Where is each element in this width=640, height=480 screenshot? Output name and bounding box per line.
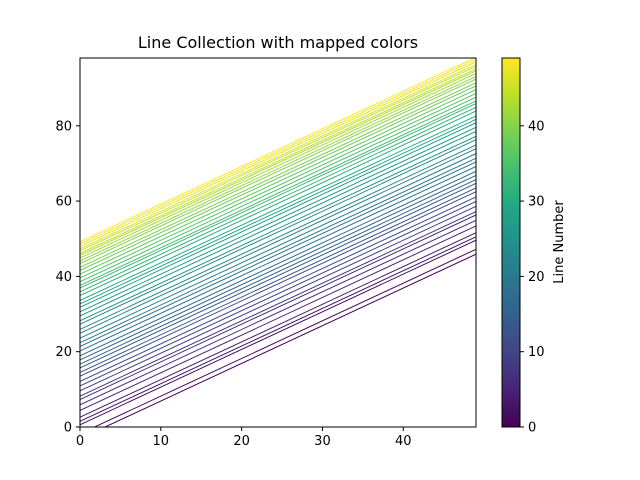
series-line-24 [80,139,476,325]
series-line-6 [80,219,476,406]
series-line-30 [80,115,476,301]
series-line-35 [80,96,476,283]
series-line-10 [80,201,476,387]
series-line-37 [80,89,476,275]
colorbar-tick-label: 10 [528,345,545,360]
series-line-23 [80,144,476,330]
colorbar-tick-label: 0 [528,421,536,436]
line-collection [80,58,476,427]
series-line-12 [80,191,476,377]
series-line-11 [80,196,476,382]
series-line-15 [80,179,476,365]
series-line-38 [80,85,476,271]
series-line-16 [80,175,476,361]
series-line-0 [103,253,476,427]
series-line-39 [80,82,476,268]
y-tick-label: 80 [55,119,72,134]
series-line-29 [80,118,476,305]
series-line-18 [80,165,476,352]
colorbar-axis: 0 10 20 30 40 [520,119,545,436]
plot-frame [79,57,477,428]
y-tick-label: 60 [55,195,72,210]
series-line-4 [80,232,476,418]
series-line-27 [80,126,476,313]
series-line-28 [80,122,476,308]
colorbar-tick-label: 30 [528,195,545,210]
series-line-2 [80,239,476,426]
x-tick-label: 40 [395,434,412,449]
series-line-46 [80,63,476,250]
series-line-33 [80,103,476,289]
series-line-20 [80,157,476,344]
x-axis: 0 10 20 30 40 [76,427,412,449]
series-line-1 [93,248,476,427]
series-line-21 [80,153,476,339]
series-line-22 [80,148,476,334]
x-tick-label: 20 [233,434,250,449]
series-line-36 [80,92,476,279]
series-line-9 [80,205,476,392]
series-line-31 [80,110,476,297]
series-line-42 [80,72,476,259]
series-line-13 [80,187,476,373]
y-axis: 0 20 40 60 80 [55,119,80,436]
series-line-34 [80,100,476,286]
series-line-32 [80,106,476,293]
series-line-25 [80,135,476,322]
x-tick-label: 30 [314,434,331,449]
series-line-44 [80,68,476,254]
series-line-5 [80,225,476,411]
series-line-47 [80,61,476,247]
series-line-43 [80,70,476,256]
y-tick-label: 40 [55,270,72,285]
colorbar-tick-label: 40 [528,119,545,134]
x-tick-label: 0 [76,434,84,449]
series-line-45 [80,65,476,252]
series-line-14 [80,182,476,369]
colorbar [501,57,521,428]
x-tick-label: 10 [153,434,170,449]
series-line-48 [80,59,476,245]
colorbar-label: Line Number [552,200,567,284]
series-line-17 [80,170,476,357]
series-line-26 [80,130,476,317]
series-line-49 [80,58,476,243]
series-line-8 [80,211,476,397]
colorbar-tick-label: 20 [528,270,545,285]
y-tick-label: 20 [55,345,72,360]
y-tick-label: 0 [64,421,72,436]
series-line-19 [80,161,476,347]
series-line-7 [80,214,476,400]
chart-title: Line Collection with mapped colors [138,33,418,52]
series-line-40 [80,78,476,265]
series-line-3 [80,236,476,422]
series-line-41 [80,75,476,262]
